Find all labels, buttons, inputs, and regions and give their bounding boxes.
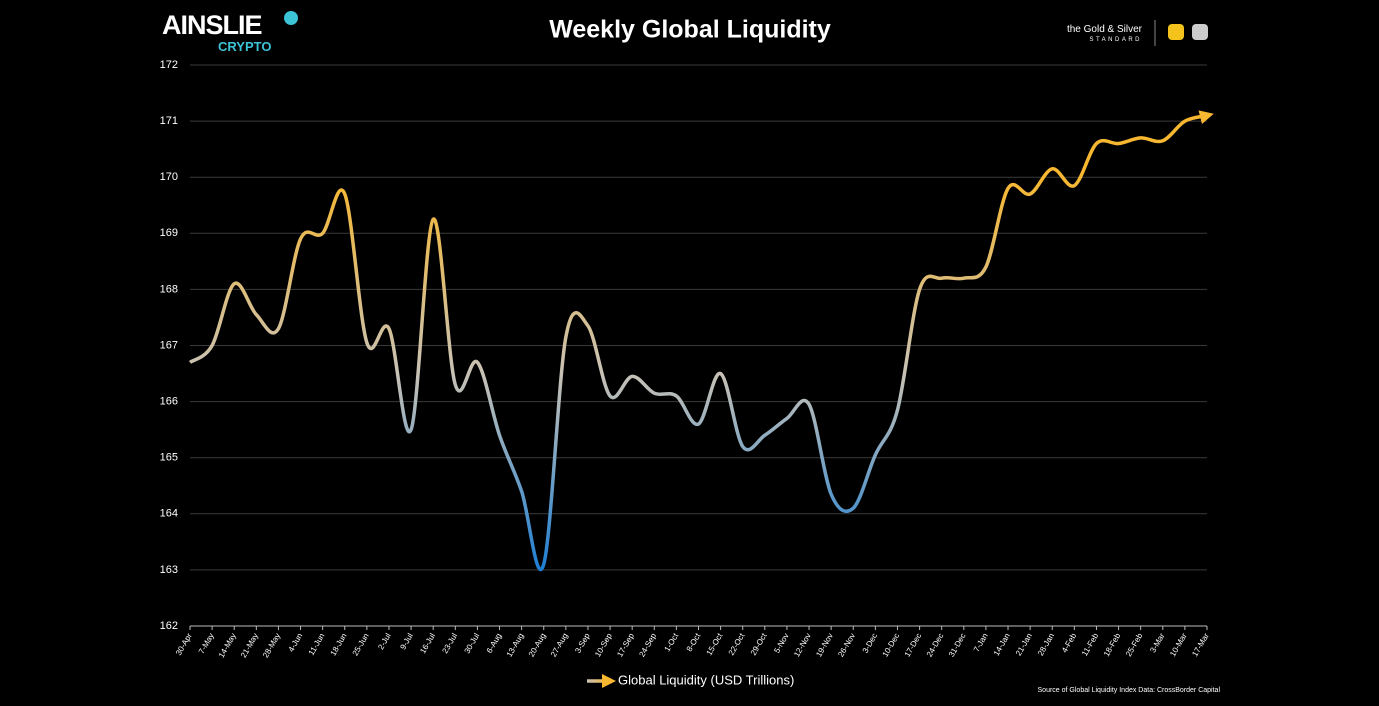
x-tick-label: 30-Jul: [463, 632, 482, 656]
x-tick-label: 17-Mar: [1190, 631, 1211, 658]
y-tick-label: 162: [160, 620, 178, 632]
y-tick-label: 168: [160, 283, 178, 295]
x-tick-label: 11-Jun: [307, 632, 327, 657]
logo-text: AINSLIE: [162, 10, 262, 40]
y-tick-label: 172: [160, 59, 178, 71]
legend-label: Global Liquidity (USD Trillions): [618, 672, 794, 687]
logo-text: the Gold & Silver: [1067, 24, 1143, 35]
logo-icon: [1168, 24, 1184, 40]
x-tick-label: 2-Jul: [376, 632, 393, 652]
x-tick-label: 23-Jul: [440, 632, 459, 656]
series-line: [188, 110, 1214, 572]
x-tick-label: 22-Oct: [727, 631, 747, 657]
x-tick-label: 24-Sep: [637, 631, 658, 658]
y-tick-label: 170: [160, 171, 178, 183]
y-tick-label: 167: [160, 339, 178, 351]
x-tick-label: 3-Dec: [861, 632, 879, 655]
x-tick-label: 27-Aug: [549, 632, 570, 659]
x-tick-label: 1-Oct: [663, 631, 681, 653]
x-tick-label: 24-Dec: [925, 632, 946, 659]
x-tick-label: 14-Jan: [992, 632, 1012, 658]
x-tick-label: 31-Dec: [947, 632, 968, 659]
x-tick-label: 10-Mar: [1168, 631, 1189, 658]
x-tick-label: 14-May: [217, 632, 238, 660]
y-tick-label: 166: [160, 396, 178, 408]
x-tick-label: 10-Dec: [881, 632, 902, 659]
x-tick-label: 9-Jul: [398, 632, 415, 652]
chart-title: Weekly Global Liquidity: [549, 16, 831, 44]
x-tick-label: 26-Nov: [836, 632, 857, 659]
y-tick-label: 171: [160, 115, 178, 127]
x-tick-label: 21-May: [239, 632, 260, 660]
x-tick-label: 21-Jan: [1014, 632, 1034, 658]
x-tick-label: 29-Oct: [749, 631, 769, 657]
x-tick-label: 11-Feb: [1080, 631, 1100, 657]
x-tick-label: 13-Aug: [505, 632, 526, 659]
x-tick-label: 4-Feb: [1060, 631, 1079, 654]
x-tick-label: 3-Mar: [1148, 631, 1166, 654]
logo-subtext: STANDARD: [1089, 37, 1142, 43]
x-tick-label: 6-Aug: [485, 632, 503, 655]
logo-icon: [284, 11, 298, 25]
x-tick-label: 3-Sep: [573, 631, 592, 654]
right-logo: the Gold & Silver STANDARD: [1067, 20, 1208, 46]
left-logo: AINSLIE CRYPTO: [162, 10, 298, 54]
logo-subtext: CRYPTO: [218, 39, 271, 54]
y-tick-label: 169: [160, 227, 178, 239]
x-tick-label: 18-Jun: [329, 632, 349, 658]
x-tick-label: 10-Sep: [593, 631, 614, 658]
x-tick-label: 28-Jan: [1036, 632, 1056, 658]
x-tick-label: 4-Jun: [287, 632, 305, 654]
x-tick-label: 16-Jul: [418, 632, 437, 656]
x-tick-label: 17-Dec: [903, 632, 924, 659]
x-tick-label: 7-Jan: [972, 632, 990, 654]
source-note: Source of Global Liquidity Index Data: C…: [1038, 687, 1221, 694]
logo-icon: [1192, 24, 1208, 40]
x-tick-label: 15-Oct: [705, 631, 725, 657]
y-tick-label: 164: [160, 508, 178, 520]
x-tick-label: 12-Nov: [792, 632, 813, 659]
x-tick-label: 5-Nov: [772, 632, 790, 655]
x-tick-label: 7-May: [197, 632, 216, 656]
y-tick-label: 165: [160, 452, 178, 464]
x-tick-label: 25-Feb: [1124, 631, 1145, 658]
x-tick-label: 8-Oct: [685, 631, 703, 653]
x-tick-label: 20-Aug: [527, 632, 548, 659]
x-tick-label: 30-Apr: [174, 631, 194, 657]
x-tick-label: 18-Feb: [1102, 631, 1123, 658]
x-tick-label: 17-Sep: [615, 631, 636, 658]
x-tick-label: 25-Jun: [351, 632, 371, 658]
x-tick-label: 19-Nov: [814, 632, 835, 659]
x-tick-label: 28-May: [261, 632, 282, 660]
y-tick-label: 163: [160, 564, 178, 576]
